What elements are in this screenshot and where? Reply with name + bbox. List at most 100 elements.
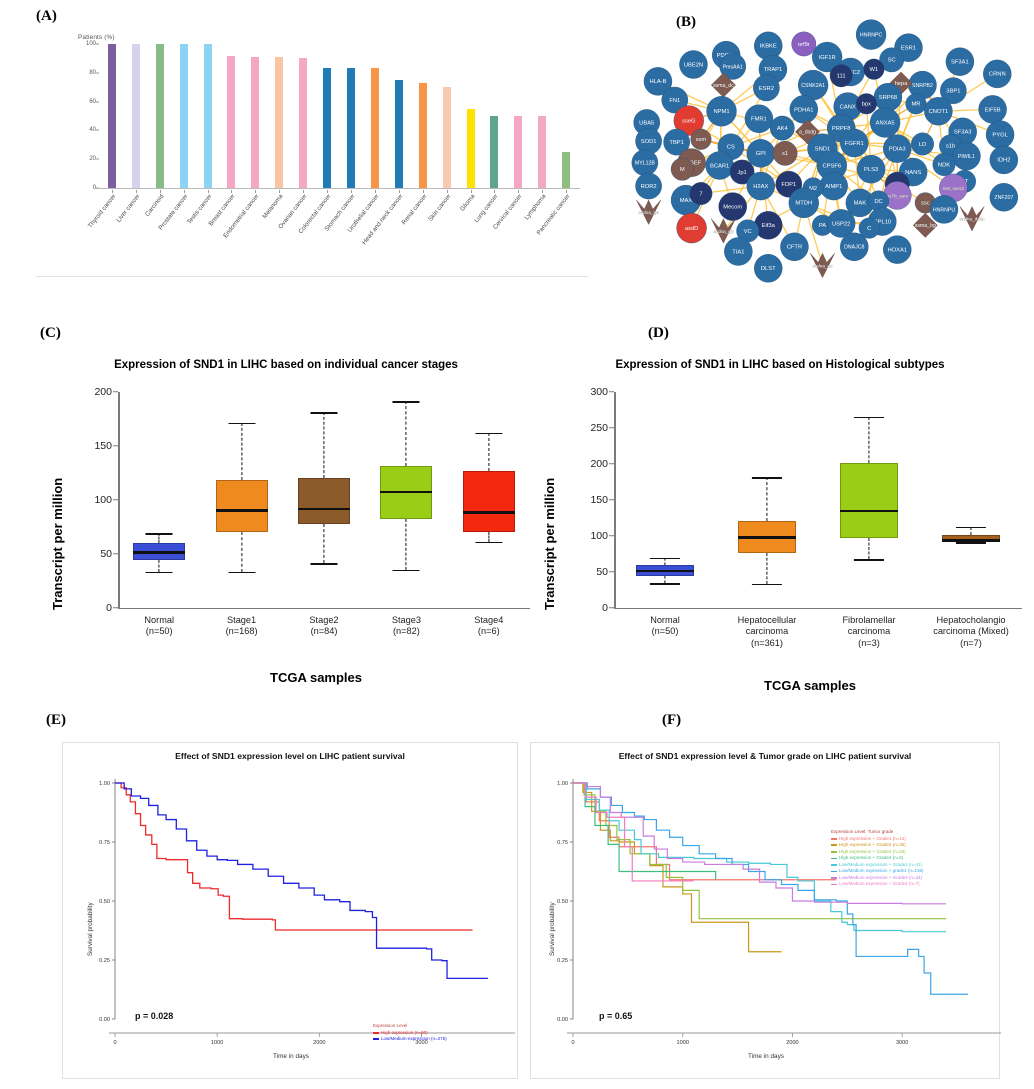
panel-b-node[interactable]: NDK (932, 153, 956, 176)
panel-b-node[interactable]: 3BP1 (940, 77, 967, 104)
panel-a-bar-cell[interactable] (291, 44, 315, 188)
panel-f-legend-item[interactable]: High expression + Grade2 (n=35) (831, 842, 924, 849)
panel-f-legend-item[interactable]: Low/Medium expression + Grade1 (n=41) (831, 862, 924, 869)
panel-b-node[interactable]: SRP68 (873, 83, 903, 112)
panel-b-node[interactable]: ssdna_dc (810, 252, 835, 279)
panel-a-bar-cell[interactable] (411, 44, 435, 188)
panel-b-node[interactable]: s1 (772, 140, 798, 166)
panel-b-node[interactable]: PDHA1 (789, 95, 818, 124)
panel-a-bar[interactable] (538, 116, 547, 188)
panel-c-box[interactable] (215, 382, 268, 608)
panel-d-box[interactable] (636, 382, 694, 608)
panel-b-node[interactable]: orf9r (791, 31, 817, 57)
panel-b-node[interactable]: TBP1 (663, 128, 690, 156)
panel-a-bar[interactable] (490, 116, 499, 188)
panel-a-bar[interactable] (347, 68, 356, 188)
panel-c-box[interactable] (462, 382, 515, 608)
panel-a-bar-cell[interactable] (148, 44, 172, 188)
panel-e-curve[interactable]: Low/Medium-expression (n=275) (115, 782, 488, 980)
panel-b-node[interactable]: ssdna_gb (711, 218, 736, 244)
panel-a-bar-cell[interactable] (267, 44, 291, 188)
panel-b-node[interactable]: ZNF207 (989, 183, 1019, 212)
panel-a-bar[interactable] (394, 80, 403, 188)
panel-f-legend-item[interactable]: Low/Medium expression + grade2 (n=136) (831, 868, 924, 875)
panel-b-node[interactable]: FMR1 (744, 104, 774, 133)
panel-f-curve[interactable]: High expression + Grade1 (n=13) (573, 782, 837, 881)
panel-b-node[interactable]: HNRNPU (929, 195, 959, 224)
panel-f-curve[interactable]: Low/Medium expression + grade2 (n=136) (573, 782, 969, 995)
panel-b-node[interactable]: AIMP1 (819, 171, 848, 201)
panel-b-node[interactable]: CFTR (780, 232, 809, 262)
panel-a-bar[interactable] (131, 44, 140, 188)
panel-b-node[interactable]: IGF1R (812, 41, 843, 73)
panel-b-node[interactable]: bpx (855, 93, 877, 115)
panel-b-node[interactable]: LD (911, 132, 934, 156)
panel-a-bar[interactable] (466, 108, 475, 188)
panel-a-bar-cell[interactable] (459, 44, 483, 188)
panel-e-curve[interactable]: High expression (n=90) (115, 782, 473, 931)
panel-b-node[interactable]: sseG (673, 105, 704, 136)
panel-c-box-rect[interactable] (462, 471, 515, 532)
panel-b-node[interactable]: NPM1 (706, 96, 737, 127)
panel-b-node[interactable]: EIF5B (978, 95, 1007, 124)
panel-b-node[interactable]: 7 (689, 182, 713, 205)
panel-b-node[interactable]: TIA1 (724, 237, 753, 266)
panel-b-node[interactable]: ssm (690, 128, 712, 150)
panel-a-bar[interactable] (562, 152, 571, 188)
panel-a-bar[interactable] (275, 56, 284, 188)
panel-f-curve[interactable]: Low/Medium expression + Grade3 (n=34) (573, 782, 947, 905)
panel-a-bar[interactable] (323, 68, 332, 188)
panel-a-bar[interactable] (442, 87, 451, 188)
panel-a-bar-cell[interactable] (243, 44, 267, 188)
panel-b-node[interactable]: BCAR1 (705, 151, 734, 180)
panel-d-box[interactable] (942, 382, 1000, 608)
panel-b-node[interactable]: USP22 (826, 209, 856, 238)
panel-b-node[interactable]: HNRNPC (855, 19, 887, 50)
panel-b-node[interactable]: ROR2 (635, 172, 662, 200)
panel-b-node[interactable]: AK4 (769, 115, 795, 141)
panel-c-box-rect[interactable] (298, 477, 350, 525)
panel-c-box[interactable] (133, 382, 186, 608)
panel-b-node[interactable]: IDH2 (989, 145, 1019, 175)
panel-b-node[interactable]: MYL12B (631, 149, 659, 176)
panel-f-legend-item[interactable]: High expression + Grade3 (n=34) (831, 849, 924, 856)
panel-f-curve[interactable]: High expression + Grade4 (n=5) (573, 782, 717, 880)
panel-b-node[interactable]: H2AX (746, 171, 775, 201)
panel-b-node[interactable]: PDIA3 (883, 134, 912, 163)
panel-d-box[interactable] (840, 382, 898, 608)
panel-a-bar[interactable] (251, 56, 260, 188)
panel-f-curve[interactable]: High expression + Grade2 (n=35) (573, 782, 782, 953)
panel-a-bar-cell[interactable] (387, 44, 411, 188)
panel-b-node[interactable]: DLST (754, 254, 783, 283)
panel-a-bar[interactable] (514, 116, 523, 188)
panel-b-node[interactable]: MR (905, 93, 927, 115)
panel-a-bar-cell[interactable] (172, 44, 196, 188)
panel-f-curve[interactable]: Low/Medium expression + Grade1 (n=41) (573, 782, 947, 933)
panel-b-node[interactable]: GPI (746, 139, 775, 168)
panel-b-node[interactable]: asdD (676, 212, 707, 244)
panel-e-legend-item[interactable]: High expression (n=90) (373, 1030, 447, 1037)
panel-f-legend-item[interactable]: Low/Medium expression + Grade3 (n=34) (831, 875, 924, 882)
panel-b-node[interactable]: ssdna_ge (636, 199, 661, 225)
panel-b-node[interactable]: M (670, 157, 694, 181)
panel-b-node[interactable]: HOXA1 (883, 235, 912, 264)
panel-a-bar[interactable] (299, 58, 308, 188)
panel-a-bar[interactable] (203, 44, 212, 188)
panel-b-node[interactable]: VC (736, 219, 760, 243)
panel-c-box[interactable] (380, 382, 433, 608)
panel-a-bar-cell[interactable] (196, 44, 220, 188)
panel-b-node[interactable]: CNOT1 (924, 97, 953, 126)
panel-b-node[interactable]: ssdna_dsdc (959, 206, 986, 232)
panel-b-node[interactable]: SC (879, 47, 904, 73)
panel-b-node[interactable]: SF3A1 (945, 47, 975, 76)
panel-a-bar[interactable] (227, 55, 236, 188)
panel-a-bar[interactable] (418, 82, 427, 188)
panel-a-bar-cell[interactable] (435, 44, 459, 188)
panel-a-bar-cell[interactable] (506, 44, 530, 188)
panel-c-box[interactable] (298, 382, 350, 608)
panel-b-node[interactable]: C (858, 217, 880, 239)
panel-a-bar[interactable] (370, 68, 379, 188)
panel-a-bar-cell[interactable] (124, 44, 148, 188)
panel-b-node[interactable]: IKBKE (754, 31, 783, 61)
panel-b-node[interactable]: UBE2N (679, 50, 708, 79)
